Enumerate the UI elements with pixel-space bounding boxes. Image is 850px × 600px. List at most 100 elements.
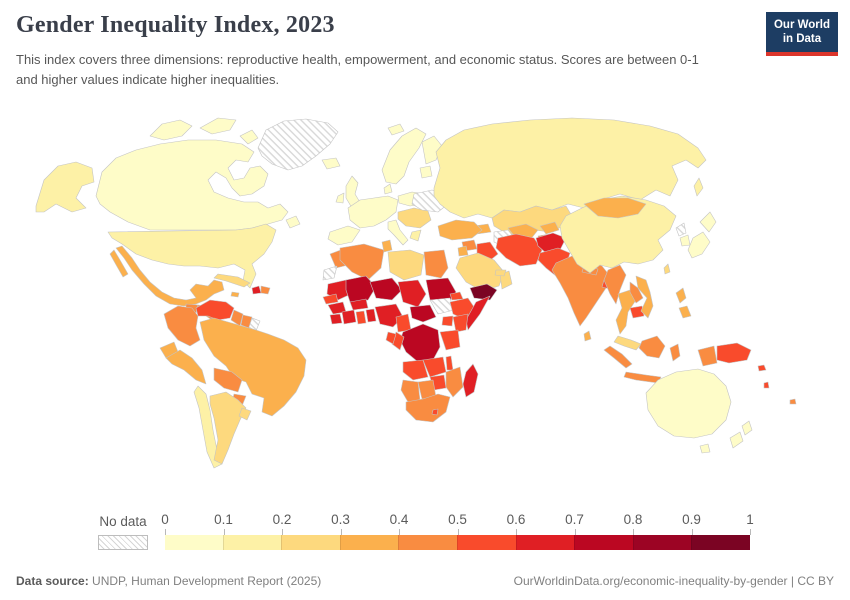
country-western-europe[interactable] xyxy=(347,195,399,229)
country-sierra-leone[interactable] xyxy=(329,313,343,325)
country-papua-new-guinea[interactable] xyxy=(716,342,752,364)
country-iceland[interactable] xyxy=(321,157,341,170)
legend-bin-9[interactable] xyxy=(691,535,750,550)
country-usa-alaska[interactable] xyxy=(35,161,95,213)
country-united-states[interactable] xyxy=(107,223,277,289)
country-canada-newfoundland[interactable] xyxy=(285,215,301,229)
country-kenya[interactable] xyxy=(452,313,469,333)
country-venezuela[interactable] xyxy=(195,299,235,321)
country-senegal[interactable] xyxy=(322,293,339,305)
country-tanzania[interactable] xyxy=(439,329,461,351)
country-sri-lanka[interactable] xyxy=(583,330,592,342)
country-cambodia[interactable] xyxy=(629,305,645,319)
no-data-swatch[interactable] xyxy=(98,535,148,550)
country-laos[interactable] xyxy=(629,281,644,304)
country-philippines-south[interactable] xyxy=(678,305,692,319)
country-russia-sakhalin[interactable] xyxy=(693,177,704,197)
country-central-african-republic[interactable] xyxy=(409,304,437,323)
footer-link[interactable]: OurWorldinData.org/economic-inequality-b… xyxy=(513,574,834,588)
country-cameroon[interactable] xyxy=(395,313,412,333)
country-japan[interactable] xyxy=(687,231,711,259)
country-spain-portugal[interactable] xyxy=(327,225,361,246)
country-denmark[interactable] xyxy=(383,183,393,195)
country-jordan[interactable] xyxy=(457,245,469,257)
country-argentina[interactable] xyxy=(209,391,247,465)
country-niger[interactable] xyxy=(369,277,403,301)
country-australia-tasmania[interactable] xyxy=(699,443,711,454)
country-baltics[interactable] xyxy=(419,165,433,179)
country-togo-benin[interactable] xyxy=(365,308,377,323)
country-japan-hokkaido[interactable] xyxy=(699,211,717,233)
country-uruguay[interactable] xyxy=(238,407,252,421)
country-algeria[interactable] xyxy=(339,243,385,281)
country-solomon-islands[interactable] xyxy=(757,364,767,372)
country-taiwan[interactable] xyxy=(663,263,671,275)
legend-bin-4[interactable] xyxy=(398,535,457,550)
country-indonesia-papua[interactable] xyxy=(697,345,718,367)
country-myanmar[interactable] xyxy=(603,264,627,305)
country-uganda[interactable] xyxy=(441,315,454,327)
country-vietnam[interactable] xyxy=(635,275,654,319)
country-cuba[interactable] xyxy=(213,273,251,288)
country-malawi[interactable] xyxy=(445,355,454,371)
legend-bin-8[interactable] xyxy=(632,535,692,550)
country-indonesia-borneo[interactable] xyxy=(638,335,666,359)
country-greece[interactable] xyxy=(409,229,422,242)
country-canada-arctic-3[interactable] xyxy=(239,129,259,145)
country-ivory-coast[interactable] xyxy=(341,309,357,325)
legend-bin-1[interactable] xyxy=(222,535,282,550)
country-south-korea[interactable] xyxy=(679,234,691,247)
legend-bin-3[interactable] xyxy=(339,535,399,550)
country-mongolia[interactable] xyxy=(583,197,647,219)
country-philippines-north[interactable] xyxy=(675,287,687,304)
country-mali[interactable] xyxy=(345,275,377,303)
country-indonesia-java[interactable] xyxy=(623,371,662,384)
country-namibia[interactable] xyxy=(400,379,421,403)
country-greenland[interactable] xyxy=(257,118,339,171)
country-china[interactable] xyxy=(559,195,677,274)
country-jamaica[interactable] xyxy=(230,291,240,298)
country-chile[interactable] xyxy=(193,385,223,469)
country-russia[interactable] xyxy=(433,117,707,219)
country-ireland[interactable] xyxy=(335,192,345,204)
country-angola[interactable] xyxy=(402,359,429,381)
country-balkans[interactable] xyxy=(397,207,432,229)
country-ghana[interactable] xyxy=(355,310,367,325)
legend-bin-0[interactable] xyxy=(165,535,223,550)
country-peru[interactable] xyxy=(165,349,207,385)
country-western-sahara[interactable] xyxy=(322,265,338,281)
country-uae[interactable] xyxy=(494,269,507,277)
country-egypt[interactable] xyxy=(423,249,449,279)
country-canada-arctic-1[interactable] xyxy=(149,119,193,141)
country-italy[interactable] xyxy=(387,219,409,246)
country-canada-arctic-2[interactable] xyxy=(199,117,237,135)
country-turkey[interactable] xyxy=(437,219,483,241)
country-madagascar[interactable] xyxy=(462,363,479,398)
country-vanuatu[interactable] xyxy=(763,381,770,389)
country-united-kingdom[interactable] xyxy=(345,175,362,209)
country-indonesia-sulawesi[interactable] xyxy=(669,343,681,362)
country-libya[interactable] xyxy=(387,249,425,281)
legend-bin-7[interactable] xyxy=(574,535,633,550)
country-north-korea[interactable] xyxy=(675,222,687,237)
country-svalbard[interactable] xyxy=(387,123,405,136)
country-australia[interactable] xyxy=(645,368,732,439)
legend-bin-2[interactable] xyxy=(281,535,340,550)
country-mexico[interactable] xyxy=(115,245,225,307)
country-mexico-baja[interactable] xyxy=(109,249,129,278)
country-iran[interactable] xyxy=(495,233,543,267)
country-canada[interactable] xyxy=(95,139,289,231)
country-haiti[interactable] xyxy=(251,285,262,295)
country-bolivia[interactable] xyxy=(213,367,243,393)
country-chad[interactable] xyxy=(397,279,427,308)
country-lesotho[interactable] xyxy=(431,408,439,416)
country-colombia[interactable] xyxy=(163,305,201,347)
country-mozambique[interactable] xyxy=(445,366,464,398)
country-burkina-faso[interactable] xyxy=(349,298,369,311)
country-new-zealand-north[interactable] xyxy=(741,420,753,436)
country-indonesia-sumatra[interactable] xyxy=(603,345,633,369)
country-dominican-republic[interactable] xyxy=(260,285,271,295)
legend-bin-6[interactable] xyxy=(515,535,575,550)
country-kyrgyzstan[interactable] xyxy=(539,221,560,235)
country-gabon[interactable] xyxy=(385,331,397,345)
